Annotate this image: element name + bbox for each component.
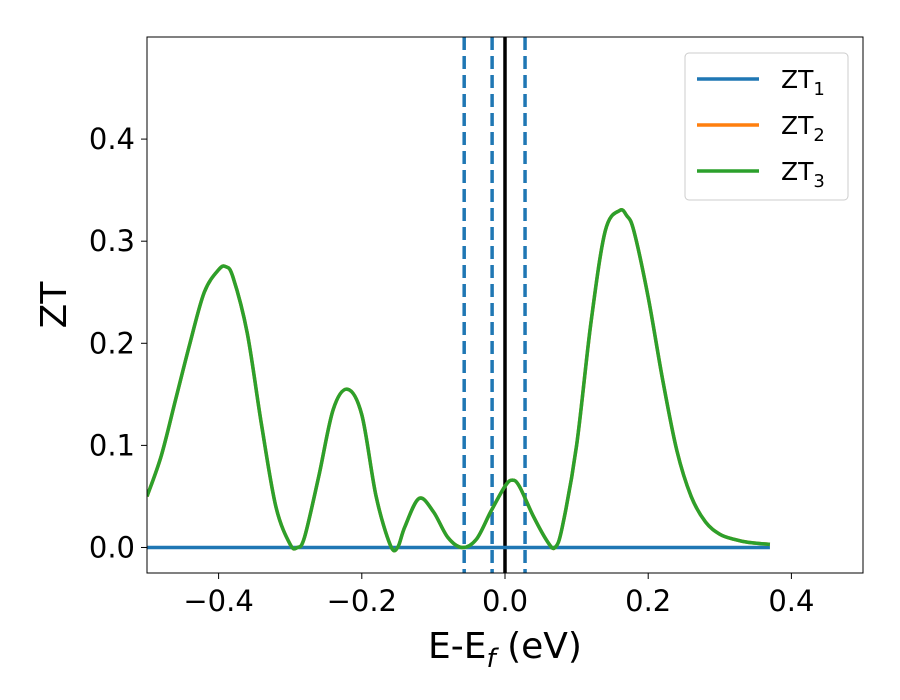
y-tick-label: 0.0 (89, 530, 135, 564)
x-axis-label: E-Ef (eV) (428, 626, 582, 674)
legend-box (684, 52, 849, 201)
x-tick-label: 0.0 (482, 584, 528, 618)
legend-label-zt3: ZT3 (781, 157, 825, 192)
legend-label-zt2: ZT2 (781, 111, 825, 146)
y-tick-label: 0.3 (89, 224, 135, 258)
y-axis-ticks: 0.0 0.1 0.2 0.3 0.4 (89, 122, 147, 564)
x-tick-label: −0.4 (183, 584, 253, 618)
legend-label-zt1: ZT1 (781, 65, 825, 100)
x-tick-label: 0.4 (768, 584, 814, 618)
x-tick-label: 0.2 (625, 584, 671, 618)
series-line-zt3 (147, 208, 771, 553)
y-tick-label: 0.1 (89, 428, 135, 462)
y-axis-label: ZT (34, 281, 75, 329)
x-axis-label-main: E-E (428, 626, 486, 667)
x-axis-label-unit: (eV) (496, 626, 582, 667)
y-tick-label: 0.4 (89, 122, 135, 156)
x-tick-label: −0.2 (327, 584, 397, 618)
legend: ZT1 ZT2 ZT3 (684, 52, 849, 201)
y-tick-label: 0.2 (89, 326, 135, 360)
series-lines (147, 208, 771, 553)
x-axis-ticks: −0.4 −0.2 0.0 0.2 0.4 (183, 573, 814, 618)
